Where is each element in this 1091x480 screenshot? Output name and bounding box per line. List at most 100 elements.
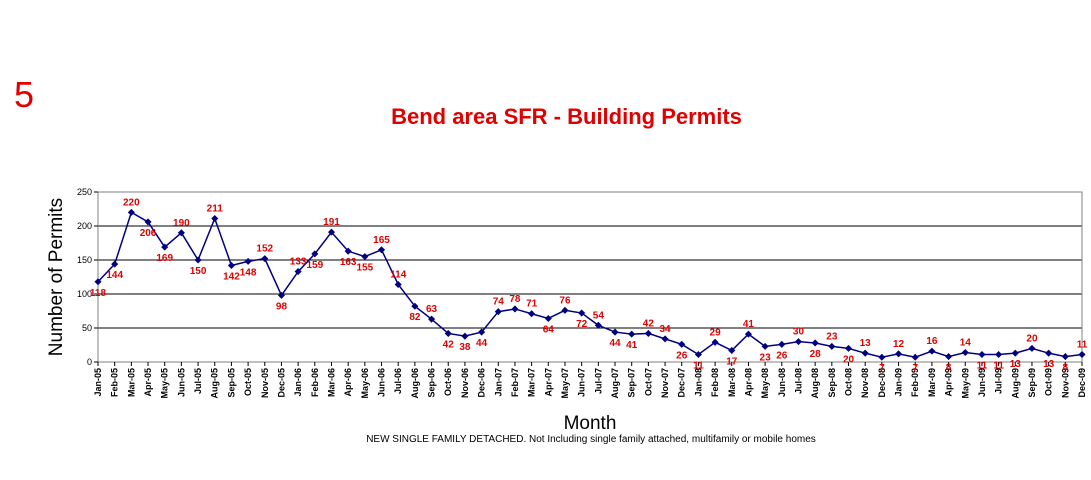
data-label: 64	[543, 324, 555, 335]
data-label: 190	[173, 218, 190, 229]
data-point	[878, 353, 886, 361]
data-label: 20	[1026, 333, 1038, 344]
data-label: 12	[893, 339, 905, 350]
x-tick-label: Aug-06	[410, 368, 420, 399]
x-tick-label: Nov-09	[1060, 368, 1070, 398]
x-tick-label: Oct-07	[643, 368, 653, 396]
data-label: 11	[1077, 340, 1088, 351]
plot-area	[97, 191, 1083, 363]
x-tick-label: Jan-07	[493, 368, 503, 397]
data-point	[945, 353, 953, 361]
data-label: 220	[123, 197, 140, 208]
data-point	[778, 340, 786, 348]
data-point	[294, 268, 302, 276]
data-point	[261, 255, 269, 263]
data-label: 16	[926, 336, 938, 347]
data-point	[411, 302, 419, 310]
data-label: 34	[659, 324, 671, 335]
x-tick-label: Jun-09	[977, 368, 987, 397]
x-tick-label: Mar-07	[527, 368, 537, 397]
data-point	[811, 339, 819, 347]
data-label: 150	[190, 266, 207, 277]
x-tick-label: Jan-08	[693, 368, 703, 397]
x-tick-label: Nov-08	[860, 368, 870, 398]
series-markers	[94, 208, 1086, 361]
x-tick-label: May-05	[160, 368, 170, 399]
data-label: 26	[676, 350, 688, 361]
data-point	[528, 310, 536, 318]
x-tick-label: Dec-09	[1077, 368, 1087, 398]
data-label: 23	[760, 352, 772, 363]
x-tick-label: Feb-09	[910, 368, 920, 397]
x-tick-label: Jun-08	[777, 368, 787, 397]
x-tick-label: Oct-08	[844, 368, 854, 396]
x-axis-title: Month	[564, 413, 617, 430]
data-point	[211, 214, 219, 223]
x-tick-label: Oct-05	[243, 368, 253, 396]
data-label: 114	[390, 269, 407, 280]
y-axis-title: Number of Permits	[46, 198, 67, 356]
x-tick-label: Mar-05	[126, 368, 136, 397]
data-label: 7	[912, 363, 918, 374]
x-tick-label: May-07	[560, 368, 570, 399]
data-point	[561, 306, 569, 314]
data-label: 7	[879, 363, 885, 374]
data-point	[111, 260, 119, 268]
data-point	[978, 350, 986, 359]
x-tick-label: Feb-05	[110, 368, 120, 397]
y-axis: 0 50 100 150 200 250	[77, 187, 98, 367]
data-label: 74	[493, 297, 505, 308]
data-label: 133	[290, 257, 307, 268]
y-tick-label: 50	[82, 323, 92, 333]
data-label: 211	[207, 204, 224, 215]
x-tick-label: Jul-06	[393, 368, 403, 394]
data-label: 142	[223, 271, 240, 282]
data-label: 54	[593, 310, 605, 321]
data-point	[1028, 344, 1036, 352]
x-tick-label: Apr-08	[743, 368, 753, 397]
data-point	[761, 342, 769, 350]
data-label: 8	[1063, 363, 1069, 374]
data-point	[794, 338, 803, 346]
data-label: 159	[306, 260, 323, 271]
data-point	[144, 218, 152, 226]
data-point	[461, 332, 469, 340]
data-point	[578, 309, 586, 317]
data-point	[377, 246, 386, 254]
data-label: 14	[960, 337, 972, 348]
data-point	[161, 243, 169, 251]
x-tick-label: Jun-06	[377, 368, 387, 397]
data-label: 206	[140, 228, 157, 239]
data-point	[327, 228, 336, 236]
data-point	[961, 348, 969, 357]
data-label: 44	[609, 338, 621, 349]
data-label: 152	[256, 244, 273, 255]
data-label: 41	[626, 340, 638, 351]
data-label: 144	[106, 270, 123, 281]
x-tick-label: Dec-06	[477, 368, 487, 398]
x-tick-label: Apr-06	[343, 368, 353, 397]
data-label: 13	[1043, 359, 1055, 370]
data-label: 98	[276, 301, 288, 312]
x-axis: Jan-05 Feb-05 Mar-05 Apr-05 May-05 Jun-05 Jul-…	[93, 362, 1087, 399]
data-point	[1011, 349, 1019, 357]
x-tick-label: Aug-07	[610, 368, 620, 399]
data-label: 155	[357, 263, 374, 274]
data-label: 42	[443, 339, 455, 350]
x-tick-label: Jun-05	[176, 368, 186, 397]
x-tick-label: Apr-07	[543, 368, 553, 397]
data-label: 191	[323, 217, 340, 228]
data-point	[277, 291, 285, 299]
x-tick-label: Aug-08	[810, 368, 820, 399]
data-point	[94, 278, 102, 286]
data-point	[644, 329, 652, 337]
data-point	[678, 340, 686, 348]
x-tick-label: Sep-05	[226, 368, 236, 398]
data-label: 20	[843, 354, 855, 365]
data-label: 42	[643, 318, 655, 329]
data-point	[394, 280, 402, 289]
x-tick-label: Dec-05	[276, 368, 286, 398]
data-point	[227, 261, 235, 269]
data-label: 72	[576, 319, 588, 330]
